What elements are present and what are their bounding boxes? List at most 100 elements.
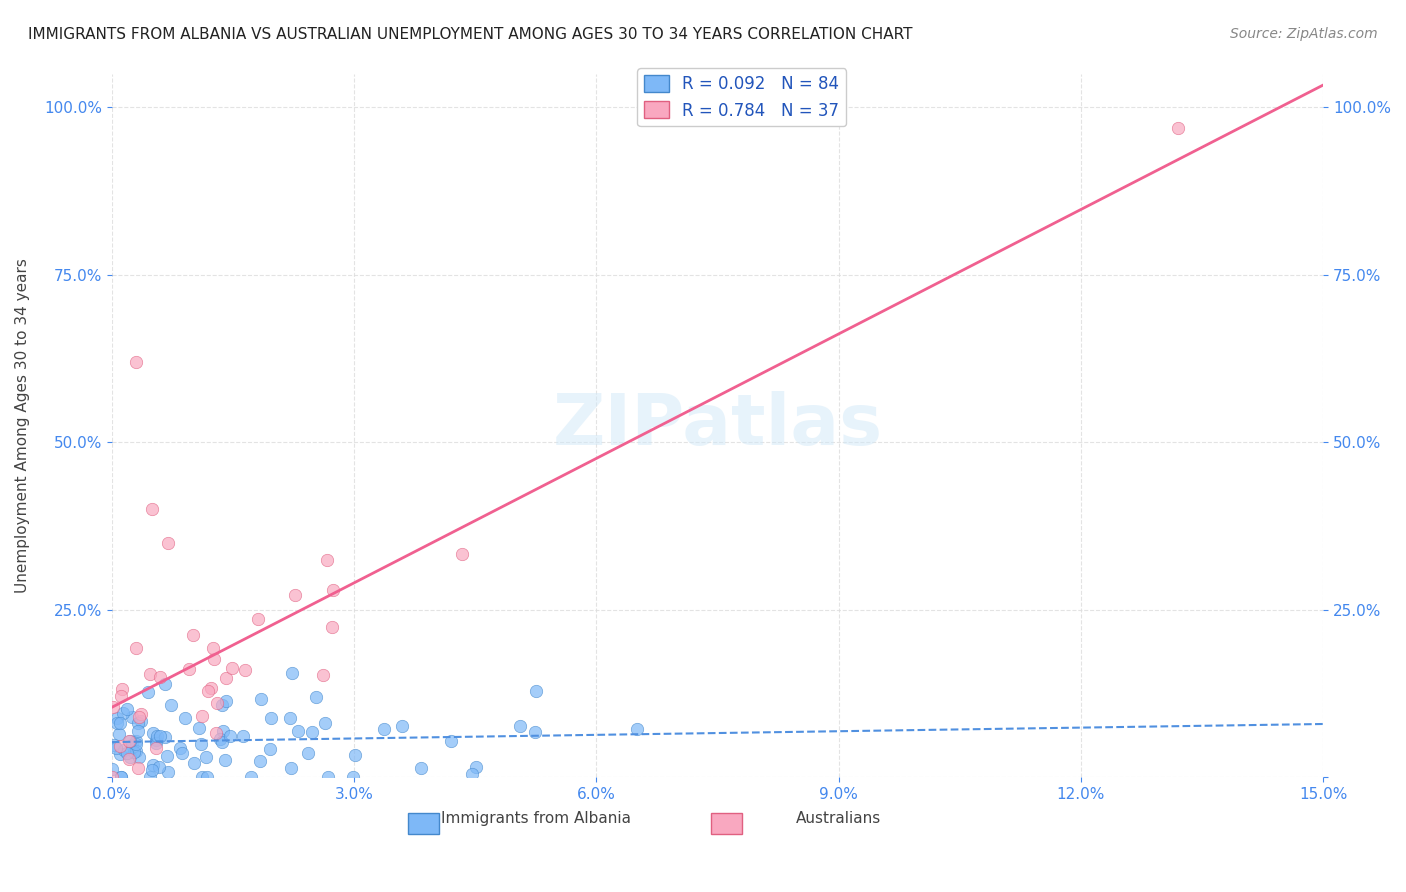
Point <box>129 714 152 729</box>
Point <box>205 696 228 710</box>
Legend: R = 0.092   N = 84, R = 0.784   N = 37: R = 0.092 N = 84, R = 0.784 N = 37 <box>637 68 846 126</box>
Point <box>344 748 367 763</box>
Point <box>104 741 127 756</box>
Point <box>177 662 200 676</box>
Point <box>108 715 131 730</box>
Point <box>157 536 180 550</box>
Point <box>209 731 232 746</box>
Point <box>321 620 343 634</box>
Point <box>284 588 307 602</box>
Point <box>118 750 141 764</box>
Point <box>125 355 148 369</box>
Text: ZIPatlas: ZIPatlas <box>553 392 883 460</box>
Point <box>145 733 167 747</box>
Point <box>148 760 170 774</box>
Point <box>118 734 141 748</box>
Point <box>391 719 413 733</box>
Point <box>155 730 177 744</box>
Point <box>211 698 233 712</box>
Point <box>509 719 531 733</box>
Point <box>117 752 139 766</box>
Point <box>204 726 226 740</box>
Point <box>202 641 225 656</box>
Point <box>141 763 163 777</box>
Text: IMMIGRANTS FROM ALBANIA VS AUSTRALIAN UNEMPLOYMENT AMONG AGES 30 TO 34 YEARS COR: IMMIGRANTS FROM ALBANIA VS AUSTRALIAN UN… <box>28 27 912 42</box>
Point <box>232 729 254 743</box>
Point <box>139 666 162 681</box>
Point <box>125 640 148 655</box>
Point <box>156 749 179 764</box>
Point <box>118 733 141 747</box>
Point <box>136 685 159 699</box>
Point <box>202 652 225 666</box>
Point <box>316 553 339 567</box>
Point <box>240 771 263 785</box>
Point <box>259 741 281 756</box>
Point <box>127 716 149 731</box>
Point <box>373 722 395 736</box>
Point <box>146 729 169 743</box>
Text: Australians: Australians <box>796 811 882 826</box>
Point <box>301 725 323 739</box>
Point <box>169 741 191 756</box>
Point <box>280 761 302 775</box>
Point <box>1167 120 1189 135</box>
Point <box>191 709 214 723</box>
Point <box>110 690 132 704</box>
Point <box>316 771 339 785</box>
Point <box>110 771 132 785</box>
Point <box>183 756 205 771</box>
Point <box>108 739 131 753</box>
Point <box>260 711 283 725</box>
Point <box>101 771 124 785</box>
Point <box>174 710 197 724</box>
Point <box>233 663 256 677</box>
Point <box>214 753 236 767</box>
Point <box>211 735 233 749</box>
Point <box>281 666 304 681</box>
Point <box>149 729 172 743</box>
Point <box>197 771 219 785</box>
Point <box>125 737 148 751</box>
Point <box>128 710 150 724</box>
Point <box>305 690 328 705</box>
Point <box>111 682 134 697</box>
Point <box>157 765 180 780</box>
Point <box>322 582 344 597</box>
Point <box>440 733 463 747</box>
Text: Immigrants from Albania: Immigrants from Albania <box>440 811 631 826</box>
Point <box>221 661 243 675</box>
Point <box>212 724 235 739</box>
Point <box>122 745 145 759</box>
Point <box>115 701 138 715</box>
Point <box>127 761 149 775</box>
Point <box>197 684 219 698</box>
Point <box>103 738 125 752</box>
Point <box>314 715 336 730</box>
Point <box>149 670 172 684</box>
Point <box>195 749 218 764</box>
Point <box>101 762 124 776</box>
Point <box>219 729 242 743</box>
Point <box>170 747 193 761</box>
Point <box>249 692 271 706</box>
Point <box>297 746 319 760</box>
Point <box>121 709 143 723</box>
Point <box>190 737 212 751</box>
Point <box>108 747 131 762</box>
Point <box>188 721 211 735</box>
Point <box>190 771 212 785</box>
Point <box>524 684 547 698</box>
Point <box>110 770 132 784</box>
Point <box>160 698 183 712</box>
Point <box>409 761 432 775</box>
Text: Source: ZipAtlas.com: Source: ZipAtlas.com <box>1230 27 1378 41</box>
FancyBboxPatch shape <box>711 813 742 834</box>
Point <box>125 744 148 758</box>
Point <box>287 723 309 738</box>
Point <box>200 681 222 696</box>
Point <box>465 760 488 774</box>
Point <box>101 700 124 714</box>
Point <box>523 724 546 739</box>
Point <box>249 754 271 768</box>
